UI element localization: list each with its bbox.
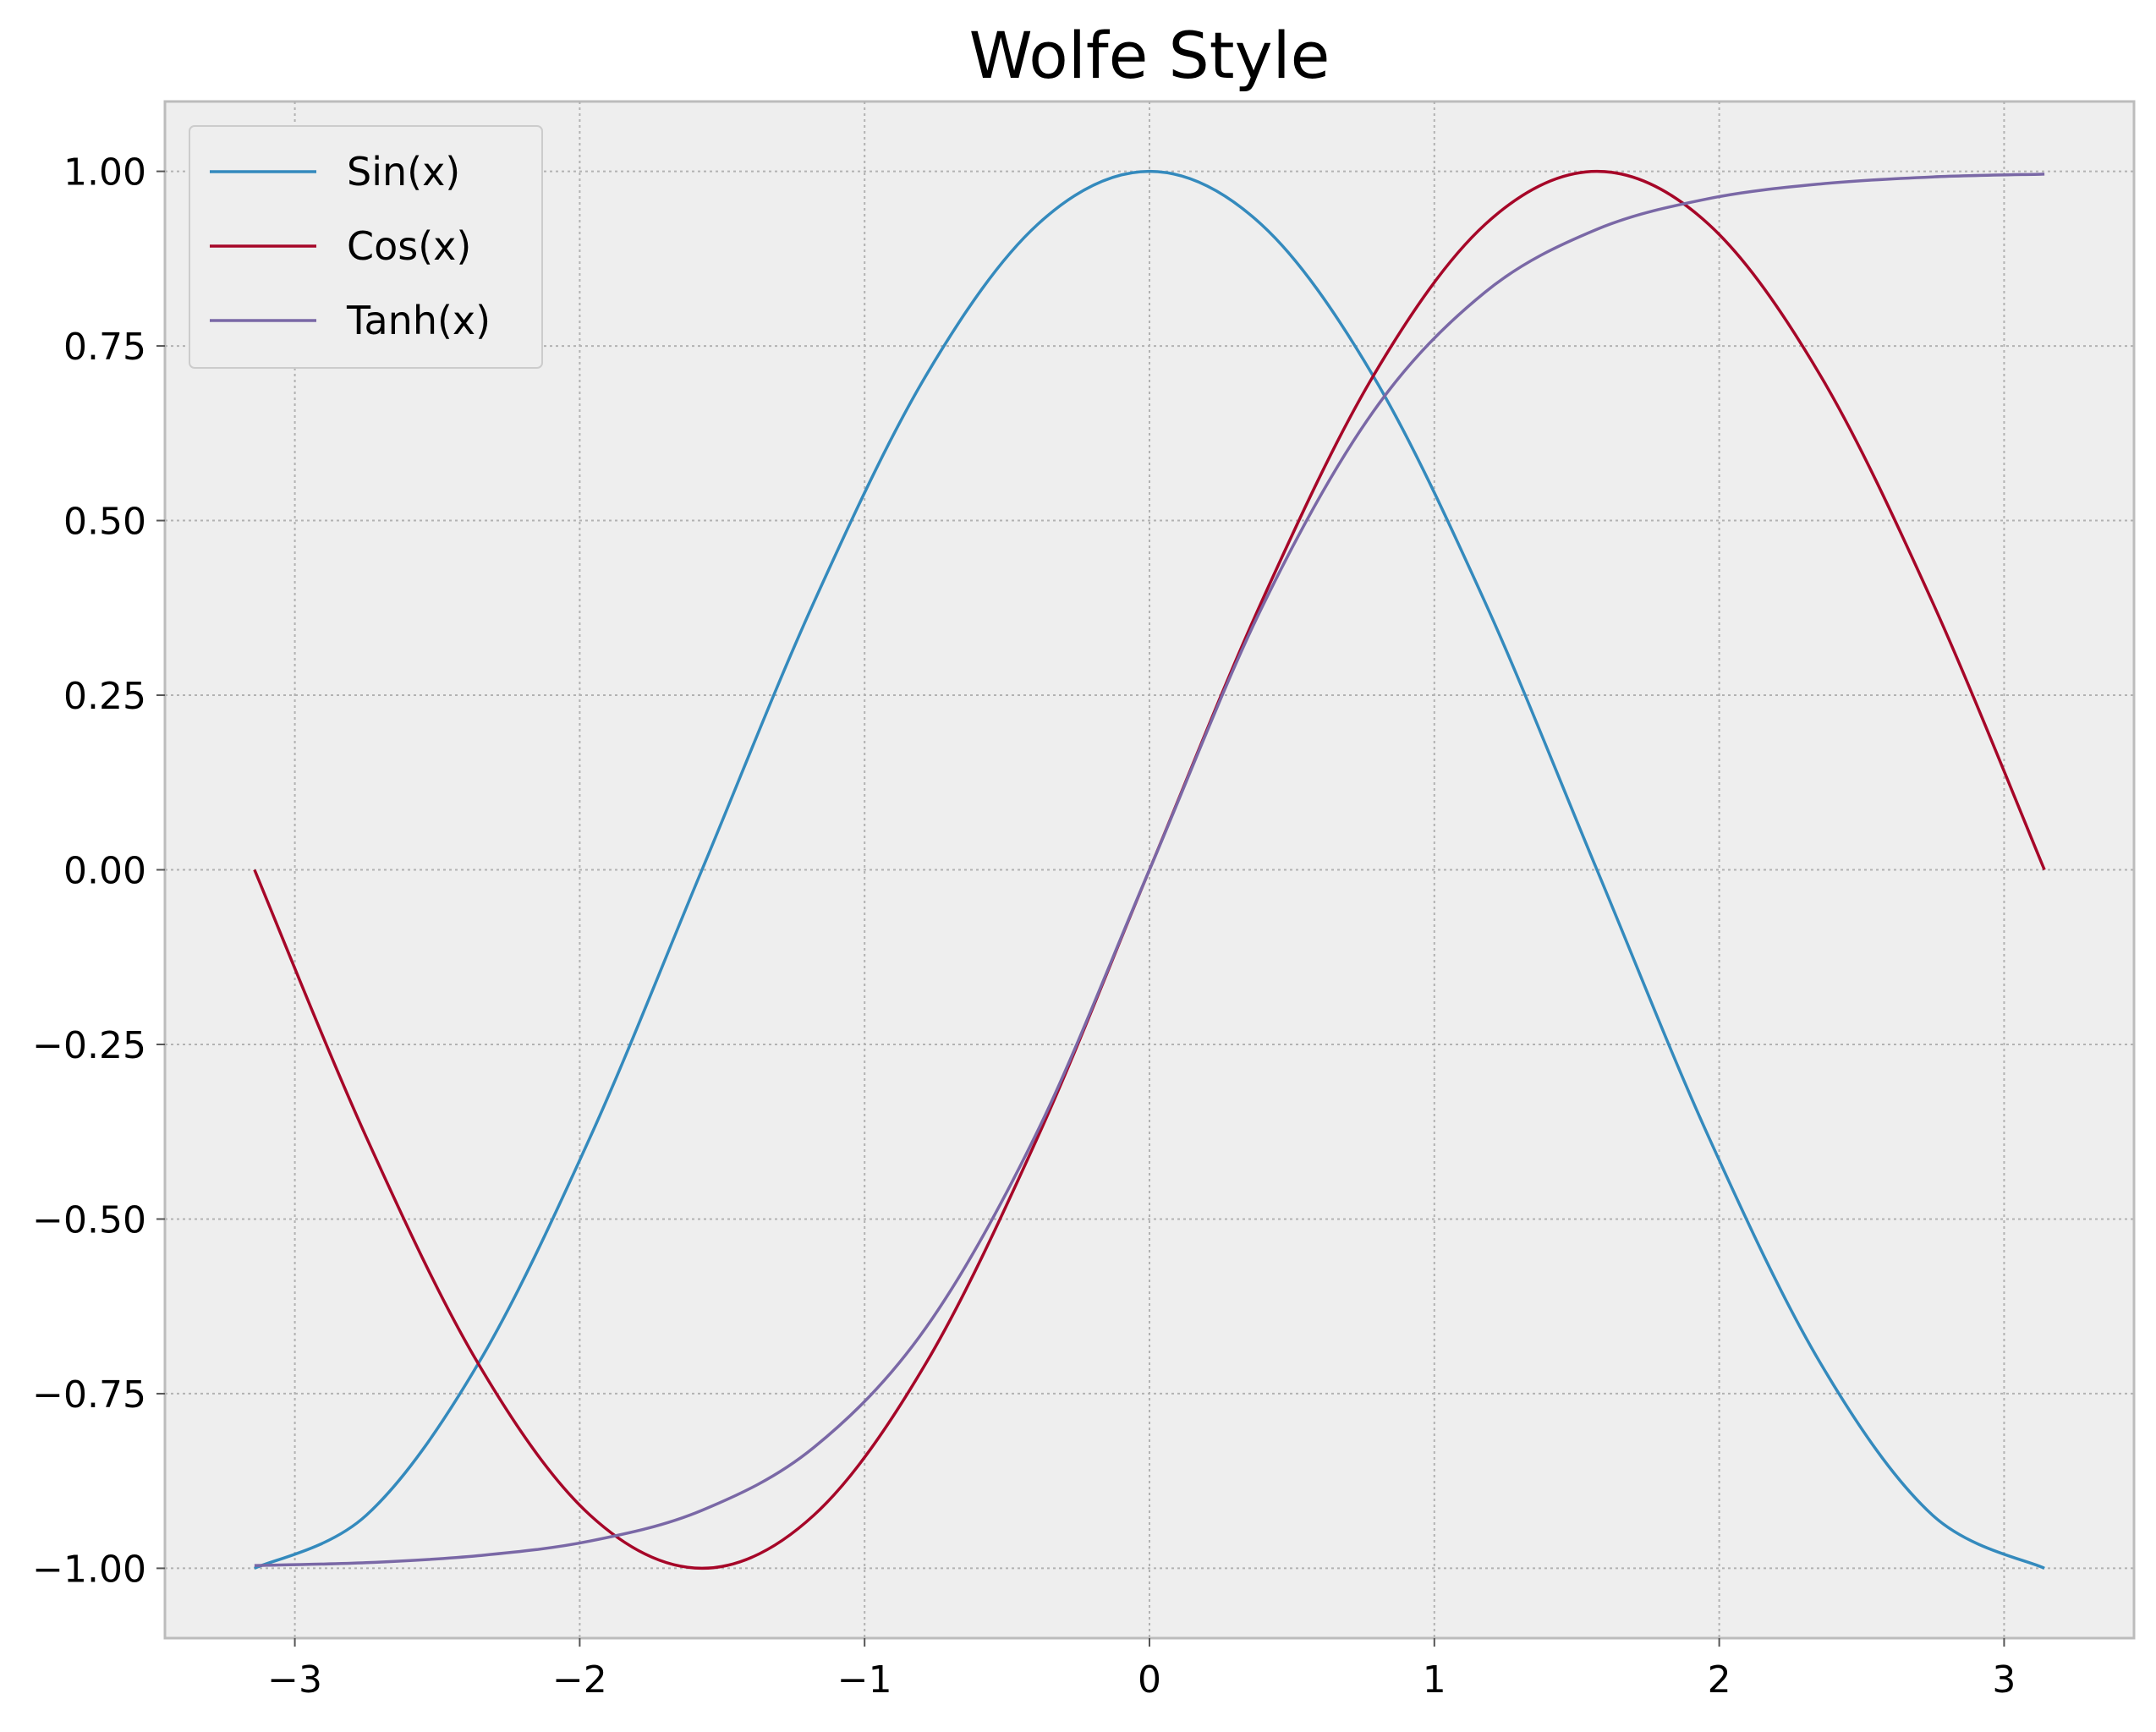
y-tick-label: −0.25 [32, 1024, 146, 1067]
axis-ticks: −3 −2 −1 0 1 2 3 1.00 0.75 0.50 0.25 0.00 −0.25 −0.50… [32, 151, 2016, 1702]
y-tick-label: −1.00 [32, 1548, 146, 1591]
legend-label: Tanh(x) [346, 298, 491, 343]
x-tick-label: 1 [1423, 1658, 1446, 1702]
y-tick-label: 1.00 [63, 151, 146, 195]
y-tick-label: 0.00 [63, 850, 146, 893]
legend: Sin(x) Cos(x) Tanh(x) [189, 125, 543, 369]
y-tick-label: −0.75 [32, 1373, 146, 1417]
chart-title: Wolfe Style [969, 18, 1330, 93]
x-tick-label: 3 [1992, 1658, 2016, 1702]
y-tick-label: 0.50 [63, 501, 146, 544]
y-tick-label: −0.50 [32, 1198, 146, 1241]
legend-label: Sin(x) [347, 149, 460, 195]
legend-box [189, 125, 543, 369]
x-tick-label: 2 [1708, 1658, 1731, 1702]
series-line-1 [254, 169, 2045, 1570]
series-line-3 [254, 173, 2045, 1567]
x-tick-label: −2 [552, 1658, 607, 1702]
legend-label: Cos(x) [347, 223, 471, 269]
x-tick-label: −3 [267, 1658, 322, 1702]
series-lines [253, 169, 2046, 1570]
y-tick-label: 0.25 [63, 675, 146, 718]
y-tick-label: 0.75 [63, 326, 146, 369]
x-tick-label: 0 [1138, 1658, 1161, 1702]
x-tick-label: −1 [837, 1658, 892, 1702]
